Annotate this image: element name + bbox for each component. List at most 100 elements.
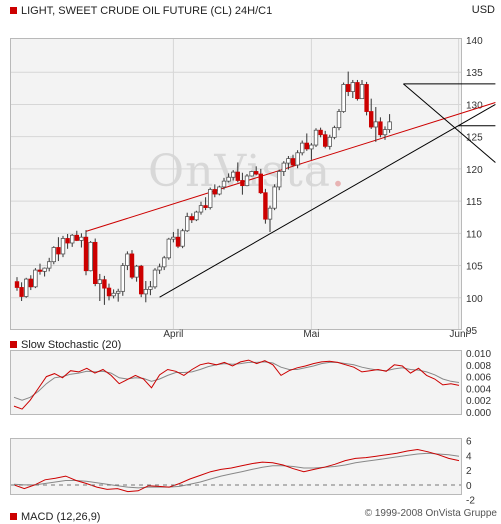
candle-body [152,269,158,288]
y-tick-label: 0.000 [466,408,491,419]
currency-label: USD [471,4,495,16]
candle-body [83,236,89,272]
y-tick-label: 120 [466,165,483,176]
macd-title-text: MACD (12,26,9) [21,511,101,523]
candle-body [235,171,240,181]
candle-body [313,129,319,146]
candle-body [359,84,365,100]
candle-body [161,257,167,268]
candle-body [373,121,378,128]
y-tick-label: 2 [466,466,472,477]
candle-body [267,207,273,220]
candle-body [184,216,190,232]
candle-body [322,134,328,147]
candle-body [116,290,121,294]
y-tick-label: 0.006 [466,373,491,384]
candle-body [56,247,61,255]
candle-body [221,180,227,188]
y-tick-label: 130 [466,100,483,111]
copyright: © 1999-2008 OnVista Gruppe [364,508,497,519]
candle-body [382,129,388,136]
stochastic-title: Slow Stochastic (20) [10,338,121,352]
candle-body [304,142,309,150]
y-tick-label: 110 [466,229,482,240]
candle-body [23,278,29,297]
candle-body [387,121,392,130]
candle-body [74,234,79,241]
candle-body [290,158,296,166]
candle-body [345,84,351,92]
chart-title-text: LIGHT, SWEET CRUDE OIL FUTURE (CL) 24H/C… [21,5,273,17]
x-tick-label: Mai [303,329,319,340]
candle-body [295,152,300,166]
candle-body [14,281,20,288]
x-tick-label: April [163,329,183,340]
candle-body [180,230,185,247]
y-tick-label: 0.008 [466,361,491,372]
y-tick-label: 0.002 [466,396,491,407]
y-tick-label: 0 [466,481,472,492]
candle-body [28,278,33,288]
candle-body [134,265,139,278]
candle-body [272,186,277,209]
stochastic-panel [10,350,462,415]
y-tick-label: 115 [466,197,482,208]
y-tick-label: 0.004 [466,384,491,395]
candle-body [106,287,112,297]
candle-body [42,267,47,272]
candle-body [309,144,314,150]
legend-square-icon [10,513,17,520]
candle-body [341,84,346,112]
candle-body [166,238,171,259]
candle-body [364,84,369,112]
macd-panel [10,438,462,495]
candle-body [327,136,332,147]
candle-body [148,286,153,290]
series-line [13,448,460,493]
candle-body [79,236,84,241]
macd-title: MACD (12,26,9) [10,510,100,524]
candle-body [281,162,286,172]
candle-body [47,261,52,269]
candle-body [138,265,144,295]
candle-body [207,189,213,208]
candle-body [217,186,222,195]
candle-body [129,253,135,278]
candle-body [189,216,194,221]
descending-trendline [403,83,496,163]
candle-body [97,279,102,285]
support-trendline [159,104,496,298]
candle-body [171,236,176,240]
candle-body [60,238,66,255]
candle-body [143,288,148,295]
candle-body [33,269,38,288]
candle-body [120,265,125,292]
candle-body [51,247,56,263]
candle-body [355,82,360,100]
candle-body [263,192,268,220]
candle-body [258,173,263,194]
candle-body [157,266,162,271]
y-tick-label: 0.010 [466,349,491,360]
candle-body [125,253,130,266]
candle-body [93,241,98,285]
candle-body [318,129,323,136]
legend-square-icon [10,341,17,348]
candle-body [88,241,93,272]
y-tick-label: 125 [466,133,483,144]
candle-body [240,180,245,187]
candle-body [198,205,204,213]
series-line [13,452,460,489]
candle-body [175,236,181,247]
y-tick-label: 135 [466,68,483,79]
candle-body [194,211,199,221]
resistance-trendline [85,102,496,232]
candle-body [336,111,342,129]
candle-body [332,127,337,138]
y-tick-label: 140 [466,36,483,47]
candle-body [102,279,107,289]
y-tick-label: 100 [466,294,483,305]
y-tick-label: 105 [466,262,483,273]
candle-body [70,234,75,244]
series-line [13,361,460,401]
